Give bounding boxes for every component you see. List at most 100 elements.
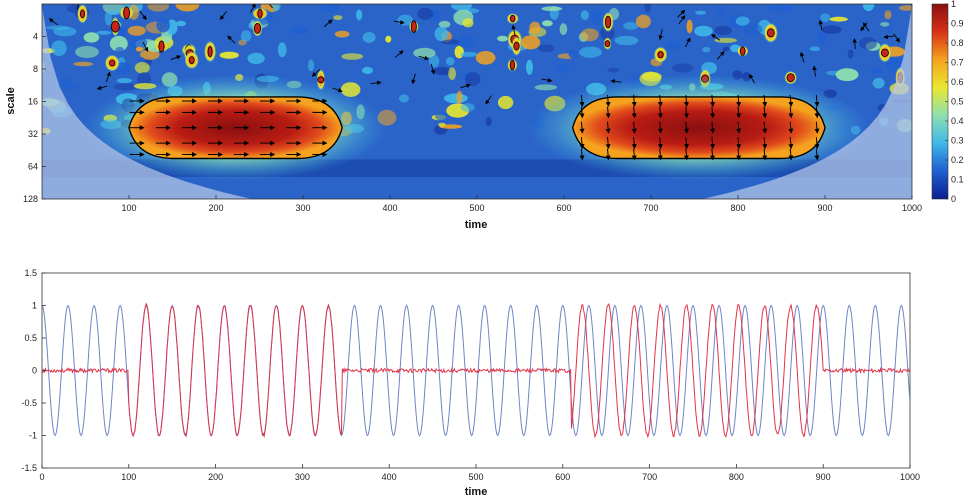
top-y-tick-label: 8 — [33, 64, 38, 74]
top-x-tick-label: 700 — [643, 203, 658, 213]
heatmap-cell — [872, 77, 885, 89]
bottom-y-tick-label: 1.5 — [24, 268, 37, 278]
heatmap-cell — [475, 51, 496, 65]
colorbar-tick-label: 0.7 — [951, 58, 964, 68]
heatmap-cell — [686, 19, 693, 34]
phase-arrow — [683, 94, 689, 107]
colorbar-tick-label: 0.5 — [951, 97, 964, 107]
heatmap-cell — [417, 7, 433, 20]
phase-arrow — [631, 121, 637, 134]
colorbar-tick-label: 0.8 — [951, 38, 964, 48]
significance-contour — [207, 45, 213, 58]
heatmap-cell — [247, 52, 265, 64]
heatmap-cell — [809, 46, 820, 52]
heatmap-cell — [497, 95, 514, 110]
phase-arrow — [460, 83, 471, 89]
phase-arrow — [170, 55, 182, 61]
heatmap-cell — [529, 21, 541, 34]
top-x-tick-label: 800 — [730, 203, 745, 213]
bottom-x-axis-label: time — [465, 486, 488, 498]
bottom-y-tick-label: 0.5 — [24, 333, 37, 343]
phase-arrow — [139, 11, 147, 21]
colorbar-tick-label: 0.9 — [951, 19, 964, 29]
phase-arrow — [657, 121, 663, 134]
phase-arrow — [105, 71, 111, 82]
phase-arrow — [657, 94, 663, 107]
heatmap-cell — [441, 39, 461, 45]
significance-contour — [110, 20, 120, 33]
heatmap-cell — [714, 25, 732, 36]
colorbar: 0 0.1 0.2 0.3 0.4 0.5 0.6 0.7 0.8 0.9 1 — [931, 0, 964, 204]
phase-arrow — [631, 148, 637, 161]
colorbar-tick-label: 1 — [951, 0, 956, 9]
top-x-tick-label: 300 — [295, 203, 310, 213]
heatmap-cell — [108, 10, 120, 16]
phase-arrow — [736, 106, 742, 119]
phase-arrow — [710, 148, 716, 161]
heatmap-cell — [156, 17, 170, 33]
phase-arrow — [788, 148, 794, 161]
phase-arrow — [541, 77, 553, 83]
top-y-tick-label: 32 — [28, 129, 38, 139]
phase-arrow — [710, 121, 716, 134]
bottom-x-tick-label: 700 — [642, 472, 657, 482]
phase-arrow — [814, 121, 820, 134]
colorbar-tick-label: 0.4 — [951, 116, 964, 126]
heatmap-cell — [51, 40, 67, 56]
phase-arrow — [657, 137, 663, 150]
top-x-tick-label: 600 — [556, 203, 571, 213]
heatmap-cell — [465, 72, 481, 87]
heatmap-cell — [497, 35, 508, 42]
phase-arrow — [631, 137, 637, 150]
phase-arrow — [658, 29, 663, 41]
bottom-y-tick-label: -0.5 — [21, 398, 37, 408]
phase-arrow — [96, 85, 108, 91]
phase-arrow — [610, 79, 622, 84]
heatmap-cell — [96, 30, 112, 35]
phase-arrow — [48, 18, 58, 26]
heatmap-cell — [140, 49, 160, 60]
heatmap-cell — [534, 84, 558, 91]
phase-arrow — [579, 148, 585, 161]
heatmap-cell — [307, 59, 315, 72]
heatmap-cell — [134, 61, 150, 74]
heatmap-cell — [240, 30, 252, 42]
heatmap-cell — [460, 52, 478, 57]
phase-arrow — [710, 106, 716, 119]
significance-contour — [509, 59, 516, 71]
phase-arrow — [736, 137, 742, 150]
phase-arrow — [631, 106, 637, 119]
heatmap-cell — [385, 35, 392, 43]
bottom-x-tick-label: 200 — [208, 472, 223, 482]
bottom-x-tick-label: 300 — [295, 472, 310, 482]
bottom-x-tick-label: 500 — [468, 472, 483, 482]
phase-arrow — [678, 15, 686, 25]
colorbar-tick-label: 0.3 — [951, 136, 964, 146]
significance-contour — [188, 56, 195, 65]
phase-arrow — [605, 94, 611, 107]
phase-arrow — [227, 35, 236, 44]
heatmap-cell — [671, 63, 694, 73]
phase-arrow — [631, 94, 637, 107]
phase-arrow — [142, 41, 149, 52]
heatmap-cell — [458, 35, 477, 49]
bottom-plot-frame — [41, 272, 911, 469]
top-y-tick-label: 128 — [23, 194, 38, 204]
heatmap-cell — [821, 25, 842, 34]
heatmap-cell — [356, 9, 363, 21]
heatmap-cell — [644, 4, 652, 13]
heatmap-cell — [886, 20, 894, 34]
significance-contour — [80, 9, 86, 19]
bottom-y-tick-label: 1 — [32, 301, 37, 311]
phase-arrow — [394, 50, 404, 58]
heatmap-cell — [870, 67, 884, 74]
phase-arrow — [311, 69, 321, 77]
phase-arrow — [788, 106, 794, 119]
heatmap-cell — [460, 103, 475, 112]
phase-arrow — [219, 11, 227, 21]
colorbar-tick-label: 0.6 — [951, 77, 964, 87]
phase-arrow — [657, 106, 663, 119]
heatmap-cell — [526, 59, 533, 75]
bottom-x-tick-label: 800 — [729, 472, 744, 482]
heatmap-cell — [444, 93, 468, 104]
